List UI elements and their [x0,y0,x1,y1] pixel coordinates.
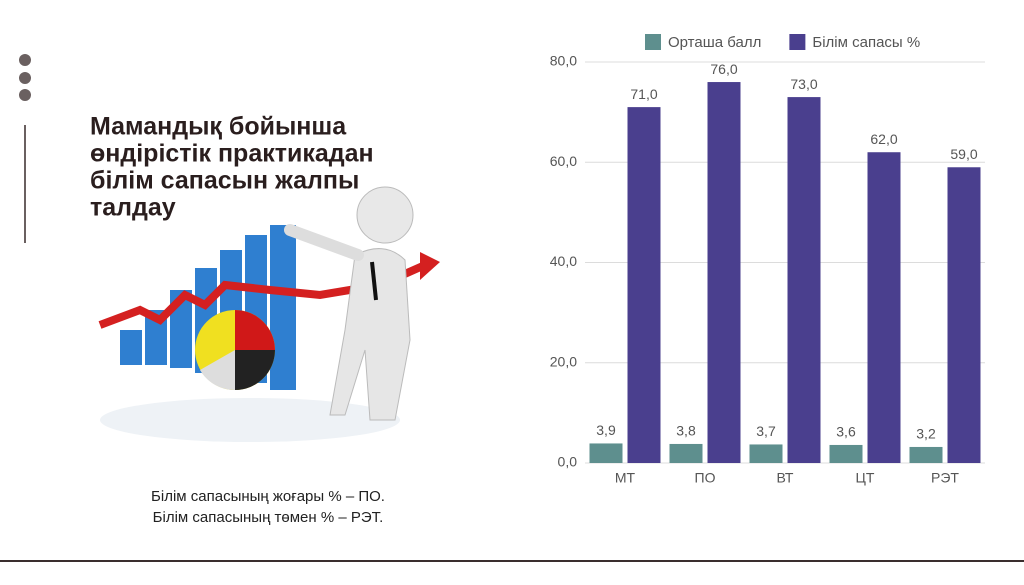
deco-arrowhead [420,252,440,280]
x-tick-label: РЭТ [931,470,959,486]
bar [749,444,783,463]
value-label: 62,0 [870,131,897,147]
value-label: 3,2 [916,426,936,442]
dot [19,89,31,101]
value-label: 71,0 [630,86,657,102]
x-tick-label: ВТ [777,470,794,486]
y-tick-label: 20,0 [550,353,577,369]
dot [19,72,31,84]
bar [707,82,741,464]
deco-bar [120,330,142,365]
bar [829,444,863,463]
notes: Білім сапасының жоғары % – ПО. Білім сапа… [151,488,385,526]
title-line: Мамандық бойынша [90,113,347,141]
legend-label: Білім сапасы % [812,34,920,51]
deco-figure-tie [370,261,378,301]
x-tick-label: ПО [695,470,716,486]
deco-figure-arm [284,224,364,261]
x-tick-label: МТ [615,470,636,486]
value-label: 3,7 [756,423,776,439]
y-tick-label: 0,0 [558,454,578,470]
bar [947,167,981,463]
title-line: білім сапасын жалпы [90,167,359,195]
shadow [100,398,400,442]
deco-bar [270,225,296,390]
deco-pie-slice [235,310,275,350]
bar [627,107,661,464]
deco-figure-head [356,186,414,244]
deco-figure-body [329,248,411,421]
value-label: 3,8 [676,423,696,439]
deco-pie-slice [235,350,275,390]
x-tick-label: ЦТ [856,470,875,486]
value-label: 3,6 [836,424,856,440]
deco-pie-slice [200,350,235,391]
bar [589,443,623,463]
legend-swatch [789,34,806,50]
legend-label: Орташа балл [668,34,761,51]
value-label: 76,0 [710,61,737,77]
bar [787,97,821,464]
value-label: 73,0 [790,76,817,92]
bar [669,443,703,463]
chart: 0,0 20,0 40,0 60,0 80,0 Орташа балл Білім сапа… [550,34,985,486]
y-tick-label: 80,0 [550,53,577,69]
dot [19,54,31,66]
title-line: талдау [90,194,176,222]
y-tick-label: 60,0 [550,153,577,169]
value-label: 59,0 [950,146,977,162]
legend-swatch [645,34,661,50]
illustration [98,186,440,442]
title-line: өндірістік практикадан [90,140,374,168]
y-tick-label: 40,0 [550,253,577,269]
note: Білім сапасының жоғары % – ПО. [151,488,385,505]
value-label: 3,9 [596,422,616,438]
bar [867,152,901,463]
bar [909,446,943,463]
note: Білім сапасының төмен % – РЭТ. [153,509,384,526]
